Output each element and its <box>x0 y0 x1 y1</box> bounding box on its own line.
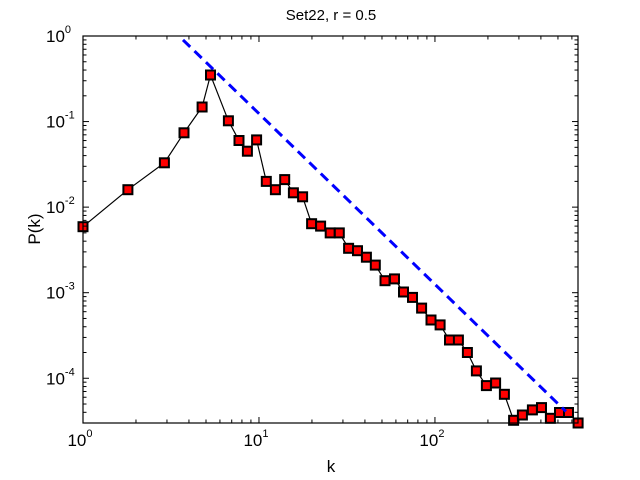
data-marker <box>122 184 134 196</box>
y-tick-label: 100 <box>46 24 71 46</box>
data-marker <box>333 227 345 239</box>
y-tick-label: 10-1 <box>46 110 75 132</box>
data-marker <box>360 251 372 263</box>
data-marker <box>461 347 473 358</box>
data-marker <box>287 187 299 199</box>
data-marker <box>297 191 309 203</box>
y-axis-label: P(k) <box>25 213 44 244</box>
data-marker <box>269 184 281 196</box>
data-marker <box>178 127 190 139</box>
data-marker <box>222 115 234 127</box>
axes-box <box>82 35 579 424</box>
data-marker <box>379 275 391 287</box>
x-axis: 100 101 102 <box>67 35 579 450</box>
data-marker <box>526 404 538 416</box>
data-marker <box>544 412 556 424</box>
fit-line <box>181 38 567 413</box>
data-marker <box>205 69 216 81</box>
data-marker <box>480 380 492 392</box>
data-marker <box>251 134 263 146</box>
data-marker <box>434 319 446 331</box>
data-marker <box>407 291 418 303</box>
plot-area <box>77 38 584 429</box>
x-tick-label: 100 <box>67 428 92 450</box>
x-tick-label: 101 <box>243 428 268 450</box>
data-marker <box>260 175 272 187</box>
y-tick-label: 10-4 <box>46 366 75 388</box>
y-tick-label: 10-3 <box>46 281 75 303</box>
data-marker <box>490 377 502 389</box>
data-marker <box>352 245 363 257</box>
data-marker <box>389 273 400 285</box>
y-tick-label: 10-2 <box>46 195 75 217</box>
data-marker <box>516 409 528 421</box>
data-marker <box>498 388 510 400</box>
data-marker <box>196 101 208 113</box>
x-axis-label: k <box>327 457 336 476</box>
data-line <box>82 73 579 424</box>
data-marker <box>158 157 170 169</box>
x-tick-label: 102 <box>419 428 444 450</box>
data-marker <box>324 227 336 239</box>
data-marker <box>444 334 455 346</box>
data-marker <box>315 220 327 232</box>
data-marker <box>425 314 437 326</box>
data-marker <box>233 135 245 146</box>
data-marker <box>398 286 409 298</box>
data-marker <box>452 334 464 346</box>
data-marker <box>343 242 355 254</box>
data-marker <box>241 145 253 157</box>
data-marker <box>306 218 318 230</box>
data-marker <box>563 407 574 418</box>
data-marker <box>416 302 428 314</box>
chart-title: Set22, r = 0.5 <box>286 7 376 24</box>
y-axis: 100 10-1 10-2 10-3 10-4 <box>46 24 578 424</box>
data-marker <box>536 402 547 414</box>
data-marker <box>279 174 291 186</box>
data-marker <box>369 259 381 271</box>
data-marker <box>470 365 482 377</box>
